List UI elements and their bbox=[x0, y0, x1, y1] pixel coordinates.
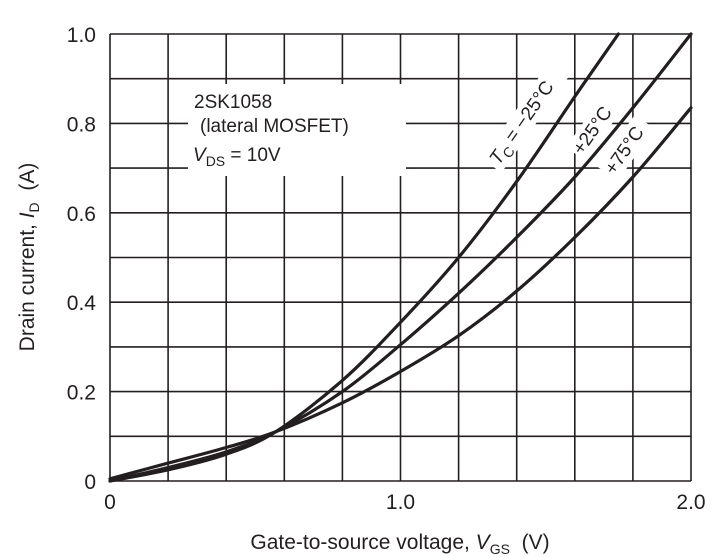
y-axis-symbol: I bbox=[16, 212, 39, 218]
y-tick-label: 0.4 bbox=[67, 292, 97, 315]
y-axis-label: Drain current, ID (A) bbox=[16, 163, 42, 352]
x-axis-symbol: V bbox=[476, 531, 492, 554]
device-type: (lateral MOSFET) bbox=[200, 116, 349, 137]
y-tick-label: 0 bbox=[84, 471, 96, 494]
y-tick-label: 1.0 bbox=[67, 24, 96, 47]
vds-value: = 10V bbox=[225, 145, 281, 166]
vds-condition: VDS = 10V bbox=[193, 145, 281, 169]
series-line-1 bbox=[108, 32, 693, 483]
series-label-plus25-bg bbox=[566, 94, 623, 162]
device-name: 2SK1058 bbox=[194, 92, 272, 113]
y-tick-label: 0.2 bbox=[67, 382, 96, 405]
x-tick-label: 0 bbox=[104, 491, 116, 514]
tick-labels: 0 0.2 0.4 0.6 0.8 1.0 0 1.0 2.0 bbox=[67, 24, 706, 514]
y-axis-label-prefix: Drain current, bbox=[16, 218, 39, 351]
tc-value: = −25°C bbox=[498, 77, 558, 151]
x-axis-subscript: GS bbox=[490, 541, 510, 557]
x-tick-label: 2.0 bbox=[676, 491, 705, 514]
vds-symbol: V bbox=[193, 145, 208, 166]
series-line-0 bbox=[108, 32, 620, 483]
y-axis-subscript: D bbox=[26, 202, 42, 212]
y-tick-label: 0.6 bbox=[67, 203, 96, 226]
x-axis-unit: (V) bbox=[510, 531, 550, 554]
y-axis-unit: (A) bbox=[16, 163, 39, 203]
x-axis-label-prefix: Gate-to-source voltage, bbox=[250, 531, 475, 554]
x-tick-label: 1.0 bbox=[386, 491, 415, 514]
vds-subscript: DS bbox=[206, 153, 225, 169]
series-label-minus25-bg bbox=[481, 57, 573, 173]
annotation-background bbox=[188, 84, 406, 176]
device-annotation: 2SK1058 (lateral MOSFET) VDS = 10V bbox=[188, 84, 406, 176]
series-line-2 bbox=[108, 106, 693, 481]
x-axis-label: Gate-to-source voltage, VGS (V) bbox=[250, 531, 549, 557]
series-label-plus75-bg bbox=[598, 114, 655, 182]
series-curves bbox=[108, 32, 693, 483]
y-tick-label: 0.8 bbox=[67, 113, 96, 136]
